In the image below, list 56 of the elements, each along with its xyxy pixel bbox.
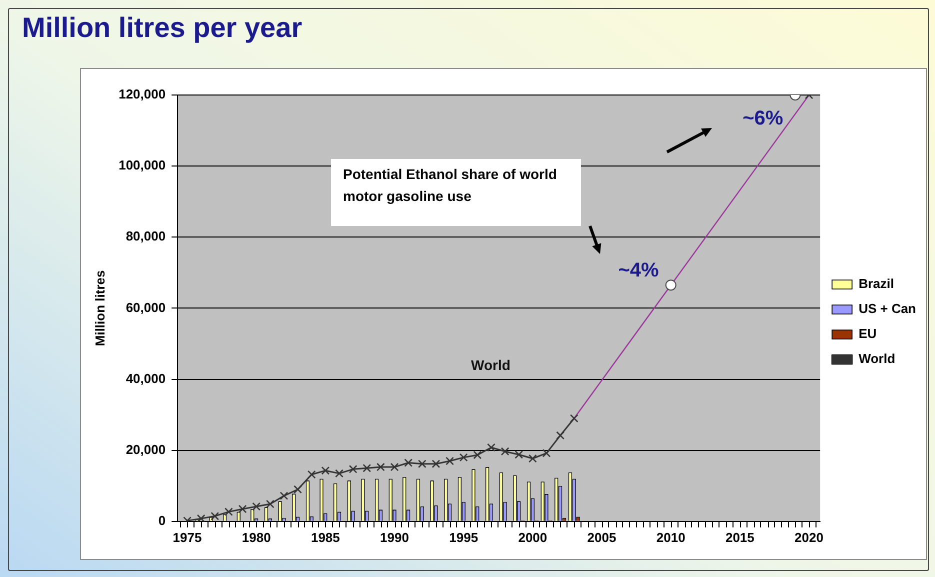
legend-label: World bbox=[858, 351, 896, 366]
legend-label: Brazil bbox=[858, 276, 894, 292]
point bbox=[280, 492, 288, 500]
x-tick-label: 1975 bbox=[172, 530, 202, 545]
point bbox=[500, 447, 510, 456]
x-tick-label: 2000 bbox=[518, 530, 548, 545]
x-tick-label: 1980 bbox=[242, 530, 271, 545]
y-tick-label: 20,000 bbox=[126, 442, 166, 457]
annotation: ~6% bbox=[742, 108, 784, 130]
annotation: ~4% bbox=[618, 260, 660, 282]
x-tick-label: 1985 bbox=[310, 530, 340, 545]
point bbox=[446, 456, 454, 466]
point bbox=[224, 508, 233, 516]
y-tick-label: 100,000 bbox=[118, 158, 166, 173]
x-tick-label: 2020 bbox=[794, 530, 824, 545]
y-axis-title: Million litres bbox=[92, 270, 108, 346]
point bbox=[665, 280, 676, 291]
point bbox=[252, 502, 261, 511]
y-tick-label: 40,000 bbox=[126, 370, 166, 386]
point bbox=[487, 443, 496, 452]
annotation: Potential Ethanol share of world motor gasoline use bbox=[343, 166, 557, 204]
point bbox=[570, 414, 578, 423]
point bbox=[238, 504, 247, 514]
y-tick-label: 0 bbox=[158, 512, 166, 528]
point bbox=[514, 450, 524, 459]
point bbox=[335, 469, 344, 478]
annotation: World bbox=[471, 356, 510, 373]
point bbox=[348, 464, 358, 474]
legend-label: EU bbox=[858, 326, 877, 342]
point bbox=[418, 460, 426, 468]
chart-title: Million litres per year bbox=[22, 12, 302, 44]
point bbox=[473, 450, 482, 460]
point bbox=[294, 485, 302, 494]
point bbox=[196, 514, 206, 522]
point bbox=[376, 462, 385, 472]
point bbox=[307, 470, 316, 479]
x-tick-label: 2015 bbox=[725, 530, 754, 545]
point bbox=[404, 458, 413, 467]
x-tick-label: 1990 bbox=[380, 530, 409, 545]
point bbox=[390, 462, 399, 472]
point bbox=[459, 453, 468, 462]
x-tick-label: 1995 bbox=[449, 530, 478, 545]
point bbox=[528, 454, 537, 463]
point bbox=[210, 512, 220, 520]
y-tick-label: 60,000 bbox=[126, 300, 166, 315]
x-tick-label: 2010 bbox=[656, 530, 686, 545]
point bbox=[266, 500, 274, 508]
x-tick-label: 2005 bbox=[587, 530, 616, 545]
point bbox=[556, 431, 564, 440]
point bbox=[542, 448, 551, 458]
legend-label: US + Can bbox=[858, 301, 916, 316]
point bbox=[321, 466, 330, 475]
y-tick-label: 80,000 bbox=[126, 228, 166, 244]
point bbox=[362, 464, 372, 472]
point bbox=[432, 460, 440, 468]
y-tick-label: 120,000 bbox=[118, 86, 166, 102]
